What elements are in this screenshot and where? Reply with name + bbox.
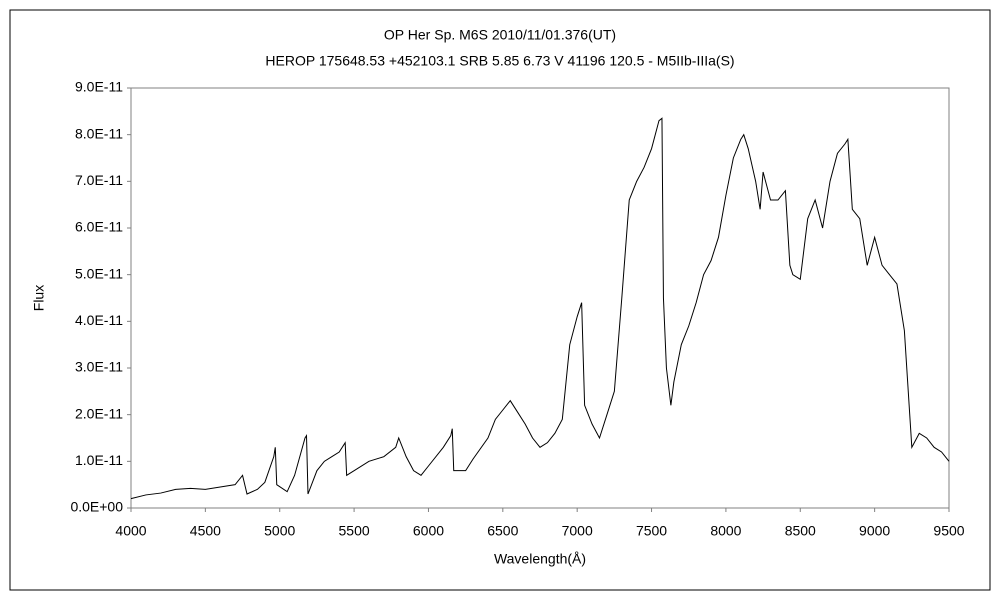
x-tick-label: 6500 — [487, 523, 518, 539]
x-tick-label: 5500 — [339, 523, 370, 539]
x-tick-label: 5000 — [264, 523, 295, 539]
y-tick-label: 0.0E+00 — [70, 499, 123, 515]
x-tick-label: 8000 — [710, 523, 741, 539]
x-tick-label: 7500 — [636, 523, 667, 539]
chart-subtitle: HEROP 175648.53 +452103.1 SRB 5.85 6.73 … — [265, 53, 734, 69]
x-axis-label: Wavelength(Å) — [494, 551, 586, 567]
x-tick-label: 4500 — [190, 523, 221, 539]
x-tick-label: 7000 — [562, 523, 593, 539]
y-axis-label: Flux — [31, 285, 47, 311]
y-tick-label: 9.0E-11 — [75, 79, 123, 95]
y-tick-label: 1.0E-11 — [75, 452, 123, 468]
y-tick-label: 2.0E-11 — [75, 405, 123, 421]
y-tick-label: 5.0E-11 — [75, 265, 123, 281]
chart-title: OP Her Sp. M6S 2010/11/01.376(UT) — [384, 27, 616, 43]
y-tick-label: 6.0E-11 — [75, 219, 123, 235]
spectrum-line — [130, 117, 950, 500]
x-tick-label: 6000 — [413, 523, 444, 539]
y-tick-label: 8.0E-11 — [75, 125, 123, 141]
x-tick-label: 9000 — [859, 523, 890, 539]
x-tick-label: 8500 — [785, 523, 816, 539]
x-tick-label: 9500 — [933, 523, 964, 539]
y-tick-label: 3.0E-11 — [75, 359, 123, 375]
x-tick-label: 4000 — [115, 523, 146, 539]
y-tick-label: 7.0E-11 — [75, 172, 123, 188]
plot-area — [130, 87, 950, 509]
y-tick-label: 4.0E-11 — [75, 312, 123, 328]
